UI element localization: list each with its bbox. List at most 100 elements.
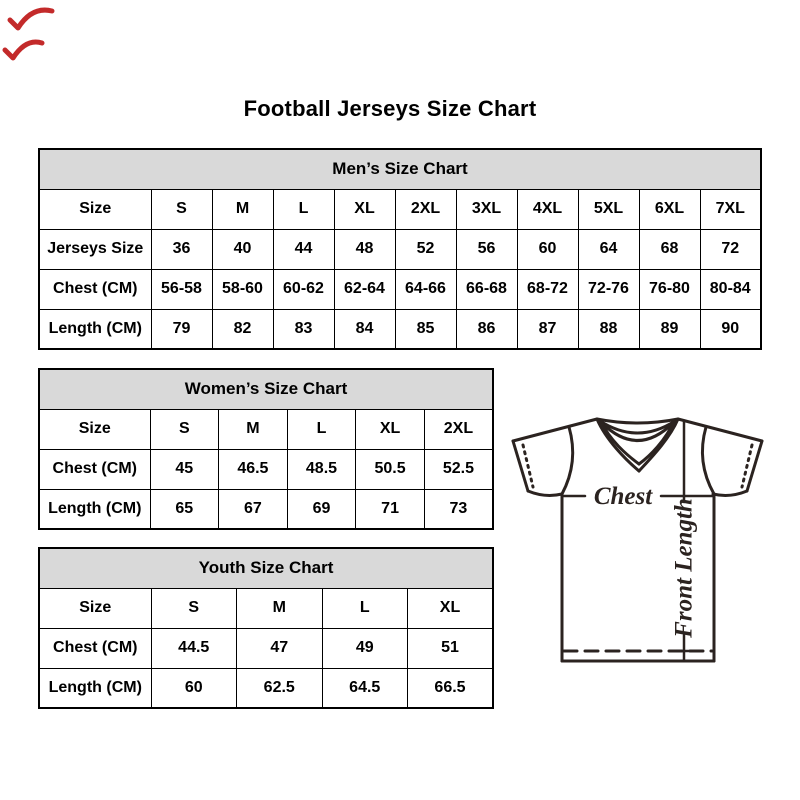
table-cell: 65 — [149, 488, 220, 530]
table-cell: 89 — [638, 308, 701, 350]
jersey-vneck-inner-left — [599, 419, 641, 466]
table-cell: 60-62 — [272, 268, 335, 310]
table-cell: 82 — [211, 308, 274, 350]
jersey-right-sleeve-seam — [711, 489, 749, 497]
table-row: Size S M L XL 2XL 3XL 4XL 5XL 6XL 7XL — [38, 188, 762, 230]
table-cell: 71 — [355, 488, 425, 530]
row-label: Size — [38, 587, 152, 629]
table-cell: 56-58 — [150, 268, 213, 310]
table-cell: L — [321, 587, 408, 629]
womens-size-table: Women’s Size Chart Size S M L XL 2XL Chest (CM)… — [38, 368, 494, 530]
table-cell: 7XL — [699, 188, 762, 230]
jersey-collar-inner-curve-2 — [600, 421, 675, 442]
table-cell: L — [272, 188, 335, 230]
table-cell: XL — [407, 587, 494, 629]
table-cell: 60 — [150, 667, 237, 709]
row-label: Length (CM) — [38, 667, 152, 709]
front-length-label: Front Length — [671, 498, 698, 639]
table-cell: 60 — [516, 228, 579, 270]
table-cell: S — [149, 408, 220, 450]
table-cell: 66.5 — [407, 667, 494, 709]
youth-size-table-title: Youth Size Chart — [38, 547, 494, 589]
table-cell: 84 — [333, 308, 396, 350]
chest-label: Chest — [594, 483, 653, 510]
table-cell: 73 — [423, 488, 494, 530]
table-cell: 5XL — [577, 188, 640, 230]
table-cell: 58-60 — [211, 268, 274, 310]
table-row: Chest (CM) 44.5 47 49 51 — [38, 627, 494, 669]
table-cell: 46.5 — [218, 448, 288, 490]
row-label: Jerseys Size — [38, 228, 152, 270]
row-label: Length (CM) — [38, 308, 152, 350]
page-title: Football Jerseys Size Chart — [243, 96, 537, 121]
table-cell: 72-76 — [577, 268, 640, 310]
row-label: Length (CM) — [38, 488, 151, 530]
jersey-right-cuff-line — [745, 439, 764, 493]
table-cell: 2XL — [423, 408, 494, 450]
table-cell: XL — [333, 188, 396, 230]
table-cell: 64.5 — [321, 667, 408, 709]
table-cell: 52.5 — [423, 448, 494, 490]
jersey-diagram: Chest Front Length — [511, 417, 764, 663]
table-cell: 48 — [333, 228, 396, 270]
jersey-collar-inner-curve-1 — [598, 419, 677, 435]
table-cell: M — [211, 188, 274, 230]
table-cell: 64-66 — [394, 268, 457, 310]
mens-size-table-title: Men’s Size Chart — [38, 148, 762, 190]
table-row: Length (CM) 65 67 69 71 73 — [38, 488, 494, 530]
table-row: Chest (CM) 45 46.5 48.5 50.5 52.5 — [38, 448, 494, 490]
table-cell: S — [150, 188, 213, 230]
table-cell: 69 — [286, 488, 357, 530]
table-cell: 88 — [577, 308, 640, 350]
table-cell: 40 — [211, 228, 274, 270]
youth-size-table: Youth Size Chart Size S M L XL Chest (CM) 44.5 4… — [38, 547, 494, 709]
jersey-left-cuff-line — [511, 439, 530, 493]
row-label: Chest (CM) — [38, 268, 152, 310]
table-row: Size S M L XL 2XL — [38, 408, 494, 450]
table-cell: 67 — [218, 488, 288, 530]
jersey-left-armhole-curve — [560, 425, 575, 496]
table-cell: 36 — [150, 228, 213, 270]
jersey-vneck-outer-right — [637, 417, 680, 473]
jersey-collar-top-curve — [595, 417, 680, 425]
row-label: Size — [38, 188, 152, 230]
table-cell: 79 — [150, 308, 213, 350]
table-cell: 83 — [272, 308, 335, 350]
table-row: Chest (CM) 56-58 58-60 60-62 62-64 64-66 66-68… — [38, 268, 762, 310]
mens-size-table: Men’s Size Chart Size S M L XL 2XL 3XL 4XL 5XL 6XL… — [38, 148, 762, 350]
table-cell: 44.5 — [150, 627, 237, 669]
table-cell: 3XL — [455, 188, 518, 230]
table-cell: 47 — [236, 627, 323, 669]
table-cell: 86 — [455, 308, 518, 350]
jersey-left-shoulder-line — [511, 417, 599, 443]
table-cell: 45 — [149, 448, 220, 490]
table-cell: 68-72 — [516, 268, 579, 310]
table-cell: 56 — [455, 228, 518, 270]
jersey-right-shoulder-line — [676, 417, 764, 443]
table-cell: 51 — [407, 627, 494, 669]
jersey-right-armhole-curve — [700, 425, 716, 496]
table-cell: 62.5 — [236, 667, 323, 709]
table-cell: 50.5 — [355, 448, 425, 490]
red-scribble-marks — [2, 7, 55, 61]
table-cell: 62-64 — [333, 268, 396, 310]
table-cell: 85 — [394, 308, 457, 350]
table-cell: 66-68 — [455, 268, 518, 310]
womens-size-table-title: Women’s Size Chart — [38, 368, 494, 410]
table-cell: 6XL — [638, 188, 701, 230]
row-label: Chest (CM) — [38, 448, 151, 490]
jersey-vneck-inner-right — [637, 419, 676, 466]
jersey-left-cuff-dotted-line — [521, 443, 535, 489]
table-cell: 2XL — [394, 188, 457, 230]
table-row: Length (CM) 79 82 83 84 85 86 87 88 89 90 — [38, 308, 762, 350]
table-cell: 4XL — [516, 188, 579, 230]
table-cell: 87 — [516, 308, 579, 350]
table-cell: 44 — [272, 228, 335, 270]
table-cell: M — [218, 408, 288, 450]
table-cell: S — [150, 587, 237, 629]
table-cell: 72 — [699, 228, 762, 270]
table-row: Size S M L XL — [38, 587, 494, 629]
row-label: Chest (CM) — [38, 627, 152, 669]
row-label: Size — [38, 408, 151, 450]
